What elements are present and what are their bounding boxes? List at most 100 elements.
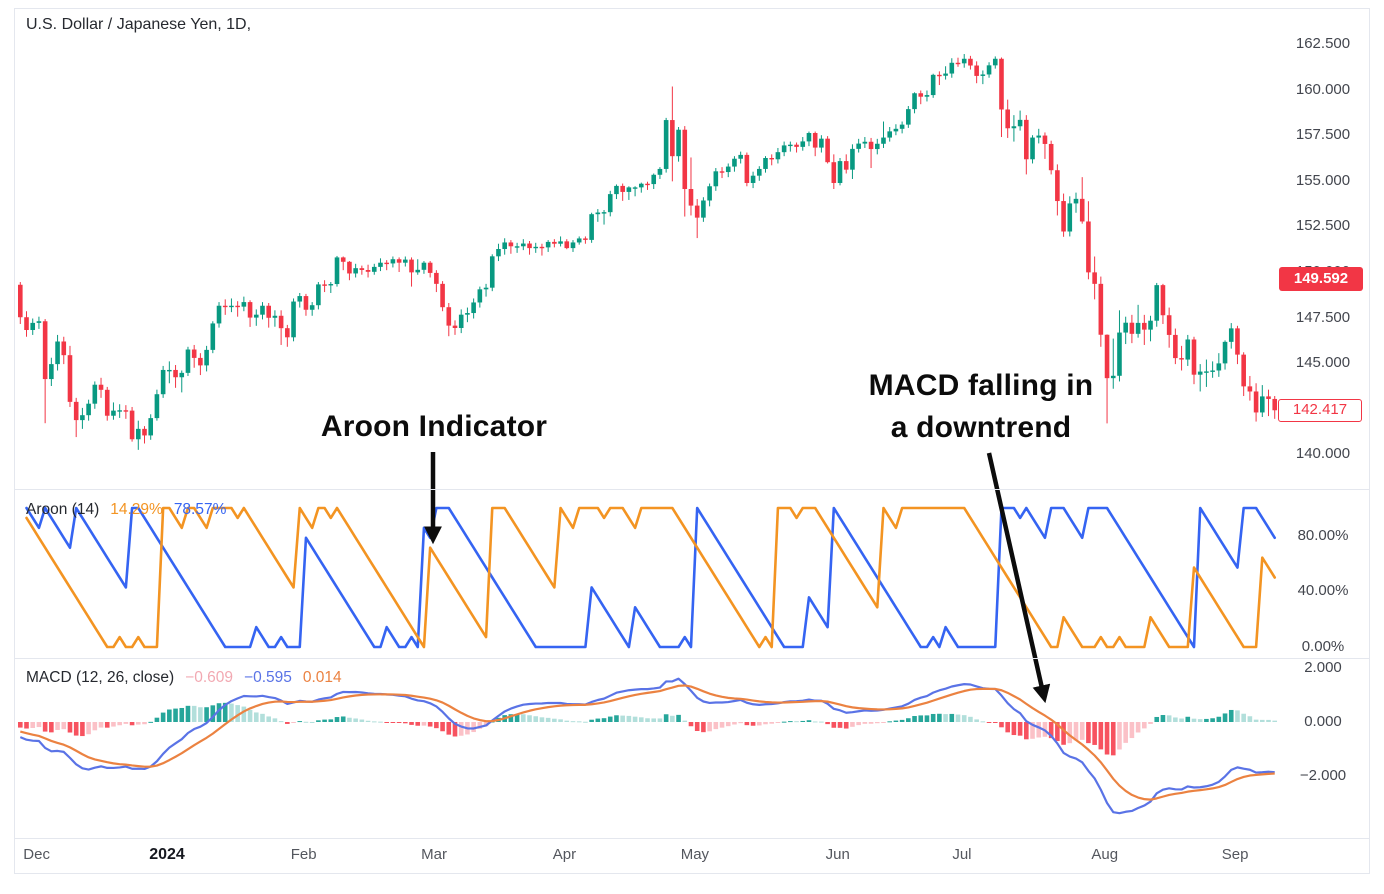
macd-histogram-bar (1228, 709, 1234, 722)
macd-histogram-bar (291, 722, 296, 723)
macd-legend: MACD (12, 26, close) −0.609 −0.595 0.014 (26, 669, 342, 687)
macd-histogram-bar (278, 721, 284, 723)
aroon-series (25, 506, 1277, 649)
macd-histogram-bar (1235, 710, 1240, 722)
candle-body (843, 161, 849, 170)
candle-body (148, 418, 154, 436)
price-tick: 155.000 (1295, 171, 1351, 189)
candle-body (868, 141, 874, 150)
candle-body (1011, 126, 1017, 129)
macd-histogram-bar (222, 702, 228, 722)
macd-histogram-bar (322, 719, 327, 722)
macd-histogram-bar (390, 722, 396, 723)
candle-body (719, 171, 725, 173)
macd-histogram-bar (396, 722, 402, 723)
macd-histogram-bar (893, 720, 899, 722)
macd-histogram-bar (403, 722, 408, 724)
candle-body (899, 124, 905, 129)
panel-divider[interactable] (14, 489, 1369, 490)
macd-signal-value: 0.014 (302, 669, 342, 686)
candle-body (260, 305, 265, 315)
panel-divider[interactable] (14, 658, 1369, 659)
macd-histogram-bar (384, 722, 389, 723)
candle-body (968, 58, 973, 66)
price-tick: 160.000 (1295, 80, 1351, 98)
candle-body (160, 369, 166, 395)
macd-histogram-bar (36, 722, 42, 728)
macd-histogram-bar (881, 722, 886, 723)
candle-body (887, 131, 892, 138)
candle-body (1123, 322, 1128, 333)
candle-body (434, 272, 439, 284)
candle-body (1160, 285, 1166, 316)
candle-body (18, 284, 23, 318)
candle-body (129, 410, 135, 440)
macd-histogram-bar (521, 714, 526, 722)
macd-annotation-line2: a downtrend (890, 411, 1072, 444)
macd-histogram-bar (477, 722, 483, 729)
macd-histogram-bar (55, 722, 60, 730)
macd-histogram-bar (1005, 722, 1010, 733)
candle-body (831, 162, 837, 183)
macd-histogram-bar (1166, 715, 1172, 722)
candle-body (583, 238, 588, 240)
candle-body (564, 241, 570, 249)
candle-body (558, 241, 563, 244)
macd-histogram-bar (309, 721, 315, 723)
candle-body (657, 168, 663, 175)
time-tick-aug: Aug (1091, 846, 1119, 863)
candle-body (539, 246, 545, 249)
time-tick-sep: Sep (1221, 846, 1249, 863)
macd-histogram-bar (968, 716, 973, 722)
macd-histogram-bar (552, 718, 557, 722)
candle-body (725, 166, 731, 173)
aroon-down-value: 78.57% (173, 501, 227, 518)
macd-histogram-bar (906, 718, 911, 722)
macd-histogram-bar (887, 721, 892, 723)
macd-histogram-bar (806, 720, 812, 722)
macd-histogram-bar (185, 705, 191, 722)
candle-body (545, 241, 551, 248)
candle-body (1129, 322, 1135, 334)
macd-histogram-bar (1092, 722, 1097, 745)
macd-histogram-bar (651, 718, 657, 722)
macd-histogram-bar (1272, 720, 1278, 722)
candle-body (347, 261, 352, 274)
macd-legend-title[interactable]: MACD (12, 26, close) (26, 669, 175, 686)
aroon-legend-title[interactable]: Aroon (14) (26, 501, 100, 518)
macd-histogram-bar (1036, 722, 1042, 738)
candle-body (1067, 203, 1073, 232)
candle-body (111, 410, 116, 416)
macd-histogram-bar (148, 721, 154, 723)
candle-body (1154, 285, 1160, 321)
macd-histogram-bar (446, 722, 452, 735)
candle-body (278, 315, 284, 329)
macd-histogram-bar (1073, 722, 1079, 741)
macd-histogram-bar (210, 705, 216, 722)
candle-body (999, 58, 1004, 110)
candle-body (576, 238, 582, 243)
macd-histogram-bar (949, 713, 955, 722)
price-tick: 145.000 (1295, 354, 1351, 372)
candle-body (309, 305, 315, 310)
candle-body (30, 322, 36, 331)
macd-histogram-bar (1253, 719, 1259, 722)
candle-body (1222, 341, 1228, 364)
candle-body (521, 243, 526, 247)
candle-body (607, 194, 613, 213)
macd-histogram-bar (992, 722, 998, 723)
candle-body (918, 93, 924, 97)
candle-body (713, 171, 719, 187)
symbol-title[interactable]: U.S. Dollar / Japanese Yen, 1D, (26, 16, 252, 33)
macd-histogram-bar (1104, 722, 1110, 755)
macd-histogram-bar (49, 722, 54, 733)
macd-histogram-bar (154, 717, 160, 722)
candle-body (42, 321, 48, 380)
macd-histogram-bar (819, 721, 824, 723)
macd-histogram-bar (961, 715, 967, 722)
macd-histogram-bar (353, 718, 358, 722)
time-tick-jun: Jun (825, 846, 850, 863)
candle-body (117, 410, 122, 412)
macd-histogram-bar (24, 722, 29, 729)
